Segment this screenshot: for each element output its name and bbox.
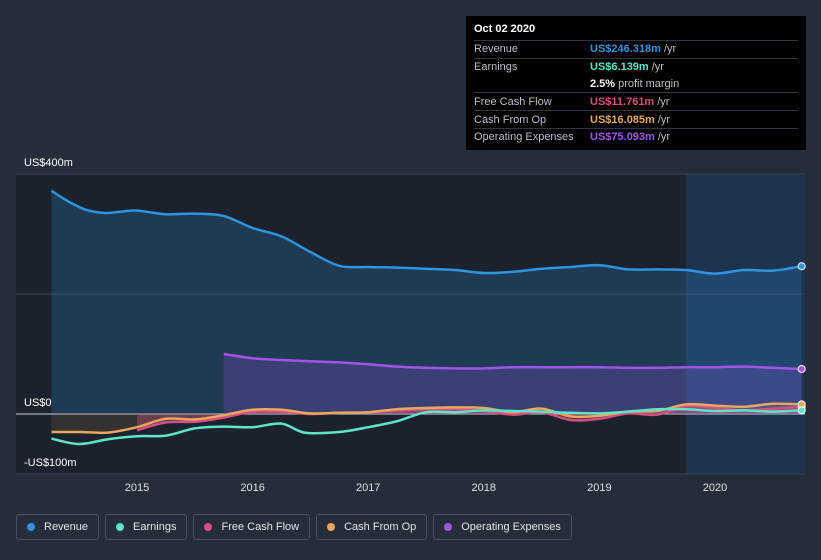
revenue-endpoint: [797, 262, 806, 271]
tooltip-row-unit: /yr: [657, 113, 671, 126]
tooltip-row-unit: profit margin: [618, 77, 680, 90]
x-tick-label: 2015: [125, 482, 149, 494]
tooltip-row-label: Revenue: [474, 43, 519, 56]
y-axis-label: US$0: [24, 397, 52, 409]
tooltip-row: Revenue US$246.318m/yr: [474, 40, 798, 58]
tooltip-date: Oct 02 2020: [474, 23, 536, 35]
tooltip-row: Free Cash Flow US$11.761m/yr: [474, 92, 798, 110]
tooltip-row-unit: /yr: [657, 131, 671, 144]
earnings-line: [51, 407, 802, 446]
tooltip-row: Cash From Op US$16.085m/yr: [474, 110, 798, 128]
legend-label: Free Cash Flow: [221, 521, 300, 533]
tooltip-row: Earnings US$6.139m/yr: [474, 57, 798, 76]
tooltip-row-value: US$75.093m: [590, 131, 655, 144]
legend-item-cash-from-op[interactable]: Cash From Op: [316, 514, 428, 540]
legend-dot-icon: [116, 523, 125, 531]
x-tick-label: 2018: [472, 482, 496, 494]
earnings-endpoint: [797, 406, 806, 415]
legend-label: Operating Expenses: [461, 521, 561, 533]
legend: Revenue Earnings Free Cash Flow Cash From O…: [16, 514, 572, 540]
x-tick-label: 2019: [587, 482, 611, 494]
tooltip-row-label: Operating Expenses: [474, 131, 574, 144]
legend-dot-icon: [327, 523, 336, 531]
cash-from-op-line: [51, 402, 802, 435]
legend-dot-icon: [27, 523, 35, 531]
revenue-area: [51, 190, 802, 414]
tooltip-row-label: Free Cash Flow: [474, 95, 552, 108]
legend-label: Cash From Op: [344, 521, 417, 533]
free-cash-flow-line: [136, 404, 802, 432]
tooltip-row: 2.5% profit margin: [474, 76, 798, 93]
revenue-line: [50, 189, 802, 275]
tooltip-row-unit: /yr: [657, 95, 670, 108]
legend-item-operating-expenses[interactable]: Operating Expenses: [433, 514, 572, 540]
tooltip-row-value: US$16.085m: [590, 113, 655, 126]
forecast-highlight: [686, 174, 805, 474]
legend-dot-icon: [204, 523, 213, 531]
tooltip-row-value: US$6.139m: [590, 61, 649, 74]
tooltip-row-unit: /yr: [663, 43, 677, 56]
tooltip-row-label: Earnings: [474, 61, 518, 74]
tooltip-row-unit: /yr: [651, 61, 664, 74]
tooltip: Oct 02 2020 Revenue US$246.318m/yr Earning…: [466, 16, 806, 150]
tooltip-row-value: US$246.318m: [590, 43, 661, 56]
legend-label: Earnings: [133, 521, 177, 533]
x-tick-label: 2017: [356, 482, 380, 494]
operating-expenses-line: [223, 352, 802, 371]
legend-item-revenue[interactable]: Revenue: [16, 514, 100, 540]
x-tick-label: 2016: [240, 482, 264, 494]
tooltip-row-label: Cash From Op: [474, 113, 547, 126]
tooltip-row: Operating Expenses US$75.093m/yr: [474, 127, 798, 146]
tooltip-row-value: 2.5%: [590, 77, 616, 90]
legend-dot-icon: [444, 523, 453, 531]
legend-label: Revenue: [44, 521, 89, 533]
y-axis-label: -US$100m: [24, 457, 77, 469]
tooltip-row-value: US$11.761m: [590, 95, 655, 108]
y-axis-label: US$400m: [24, 157, 73, 169]
legend-item-earnings[interactable]: Earnings: [105, 514, 188, 540]
operating-expenses-endpoint: [797, 364, 806, 373]
legend-item-free-cash-flow[interactable]: Free Cash Flow: [193, 514, 311, 540]
x-tick-label: 2020: [703, 482, 727, 494]
